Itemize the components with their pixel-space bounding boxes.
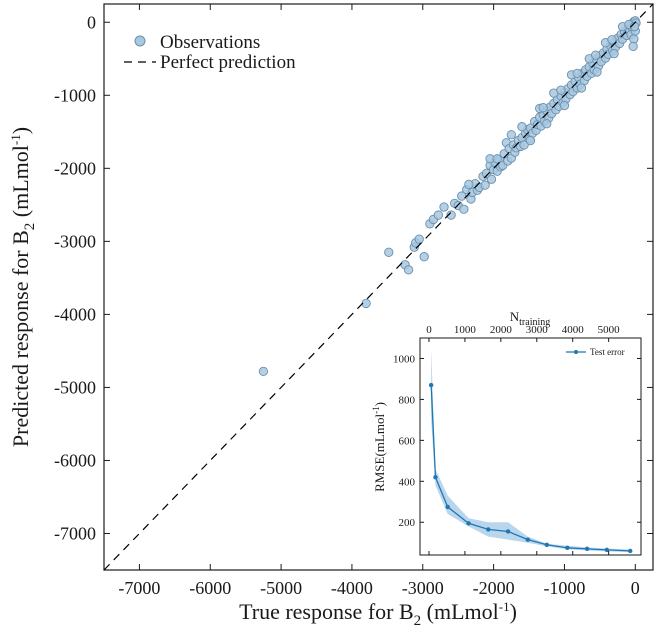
main-y-tick-label: -1000 [54,85,96,105]
inset-plot-background [420,338,641,555]
inset-x-tick-label: 2000 [490,324,513,336]
inset-x-tick-label: 5000 [598,324,621,336]
observation-point [419,252,429,262]
inset-x-tick-label: 1000 [454,324,477,336]
observation-point [258,366,269,377]
observation-point [542,119,552,129]
inset-x-ticks: 0 1000 2000 3000 4000 5000 [426,324,620,555]
inset-x-axis-label: Ntraining [510,309,551,328]
observation-point [538,103,548,113]
observation-points [258,16,641,377]
observation-point [592,67,602,77]
observation-point [519,140,529,150]
observation-point [486,174,497,184]
inset-x-tick-label: 3000 [526,324,549,336]
observation-point [459,204,469,214]
inset-test-error-point [544,542,550,547]
main-x-tick-label: -6000 [189,578,231,598]
inset-test-error-point [628,548,633,554]
inset-plot-frame [419,337,642,556]
inset-test-error-line [430,385,631,552]
legend-observations-marker [134,35,146,47]
observation-point [446,210,456,220]
inset-x-tick-label: 0 [426,324,432,336]
main-x-tick-label: -3000 [402,578,444,598]
observation-point [439,202,449,212]
inset-test-error-point [525,537,531,542]
inset-y-tick-label: 400 [399,476,416,488]
inset-y-tick-label: 1000 [393,353,416,365]
observation-point [572,68,582,79]
inset-rmse-plot: 0 1000 2000 3000 4000 5000 200 400 600 800 1000 T… [371,309,642,556]
inset-test-error-point [604,547,610,553]
observation-point [607,35,617,45]
main-x-axis-label: True response for B2 (mLmol-1) [239,599,517,629]
inset-y-tick-label: 800 [399,394,416,406]
inset-y-axis-label: RMSE(mLmol-1) [371,402,387,492]
observation-point [433,210,444,220]
main-x-tick-label: -4000 [331,578,373,598]
inset-x-tick-label: 4000 [562,324,585,336]
main-scatter-plot: -7000 -6000 -5000 -4000 -3000 -2000 -1000 0 -70… [8,3,654,629]
main-y-tick-label: -6000 [54,450,96,470]
observation-point [628,41,638,52]
main-x-tick-label: -2000 [473,578,515,598]
inset-test-error-point [505,529,511,534]
legend-perfect-label: Perfect prediction [160,52,296,73]
main-y-tick-label: -3000 [54,231,96,251]
inset-test-error-point [584,546,590,552]
observation-point [525,135,536,146]
observation-point [403,265,414,275]
main-y-tick-label: -4000 [54,304,96,324]
main-y-tick-label: -5000 [54,377,96,397]
inset-test-error-point [486,527,491,532]
observation-point [506,130,516,140]
main-plot-frame [103,3,654,571]
observation-point [492,154,502,164]
observation-point [464,179,474,190]
observation-point [556,85,566,95]
main-legend: Observations Perfect prediction [124,32,296,73]
main-x-tick-label: -5000 [260,578,302,598]
inset-y-tick-label: 600 [399,435,416,447]
main-x-tick-label: -7000 [118,578,160,598]
inset-legend-marker-dot [574,350,578,354]
inset-test-error-point [433,475,438,480]
inset-y-tick-label: 200 [399,517,416,529]
inset-legend: Test error [566,347,625,357]
inset-legend-label: Test error [590,347,625,357]
inset-test-error-points [428,382,633,554]
main-y-tick-label: -2000 [54,158,96,178]
main-x-ticks: -7000 -6000 -5000 -4000 -3000 -2000 -1000 0 [118,4,640,598]
inset-test-error-point [428,382,434,388]
observation-point [590,50,601,60]
main-y-axis-label: Predicted response for B2 (mLmol-1) [8,127,38,447]
observation-point [384,247,394,257]
main-y-tick-label: -7000 [54,523,96,543]
legend-observations-label: Observations [160,32,260,53]
perfect-prediction-line [103,3,654,571]
main-x-tick-label: 0 [631,578,640,598]
inset-test-error-point [565,545,570,551]
observation-point [414,234,424,244]
main-x-tick-label: -1000 [543,578,585,598]
main-y-tick-label: 0 [87,12,96,32]
observation-point [559,100,570,111]
main-y-ticks: -7000 -6000 -5000 -4000 -3000 -2000 -1000 0 [54,12,653,543]
observation-point [576,83,587,93]
observation-point [481,168,492,179]
inset-test-error-point [445,504,450,510]
observation-point [517,122,527,132]
inset-test-error-point [466,521,471,526]
inset-y-ticks: 200 400 600 800 1000 [393,353,641,529]
observation-point [609,49,619,59]
observation-point [480,180,490,190]
